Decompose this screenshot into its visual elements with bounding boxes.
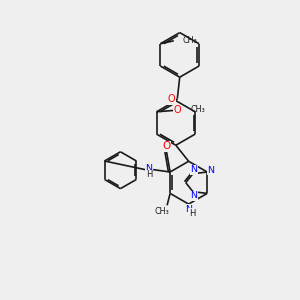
Text: CH₃: CH₃ [154,207,169,216]
Text: CH₃: CH₃ [182,36,197,45]
Text: N: N [190,191,198,200]
Text: H: H [146,170,152,179]
Text: N: N [190,165,198,174]
Text: O: O [162,141,171,152]
Text: CH₃: CH₃ [190,105,205,114]
Text: N: N [185,205,192,214]
Text: O: O [167,94,175,104]
Text: N: N [208,166,214,175]
Text: N: N [145,164,152,173]
Text: H: H [189,208,195,217]
Text: O: O [173,105,181,115]
